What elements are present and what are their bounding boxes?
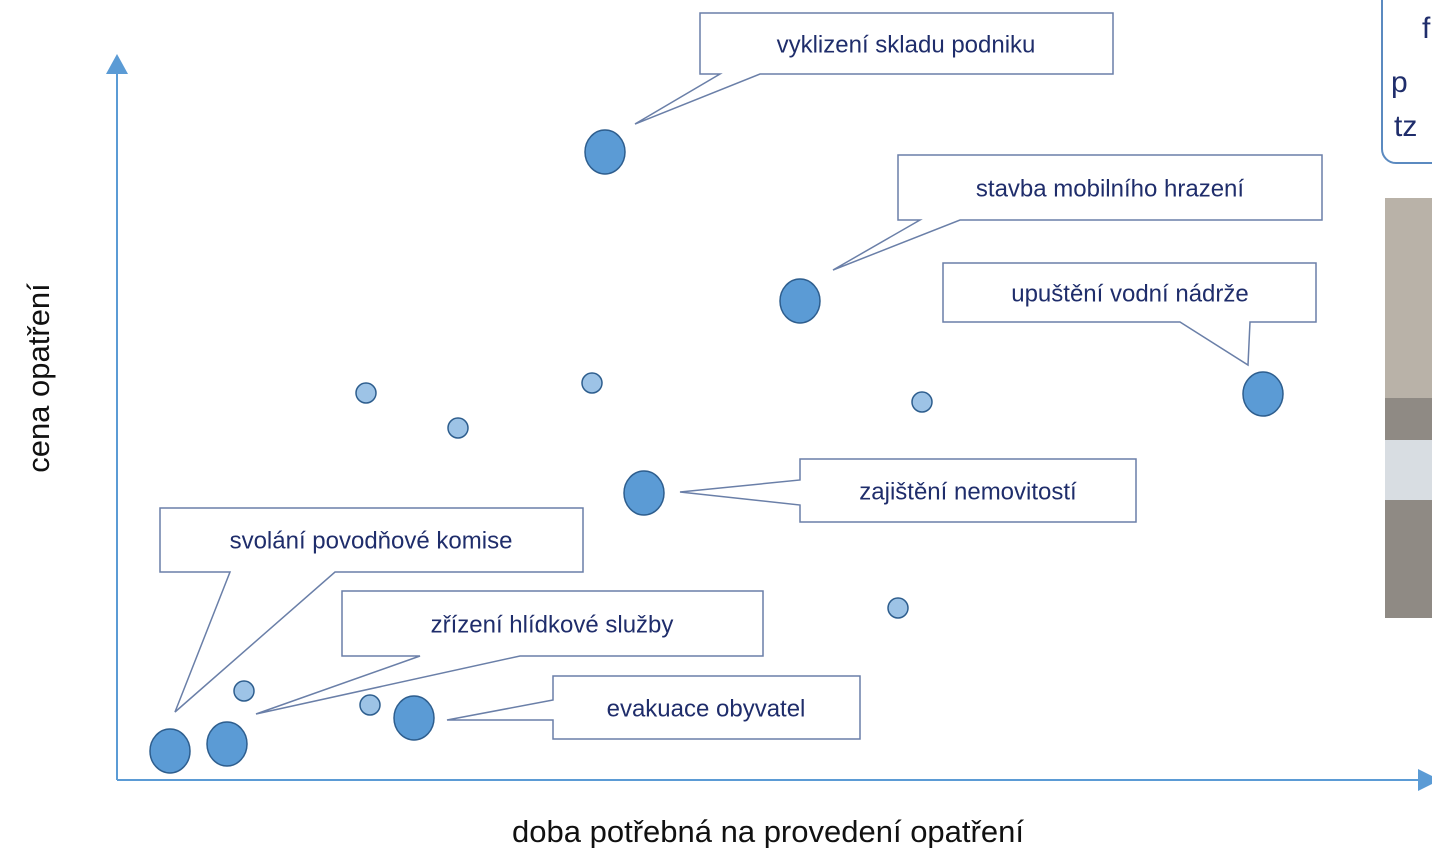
callout (943, 263, 1316, 365)
x-arrow (1418, 769, 1432, 791)
callout (635, 13, 1113, 124)
small-point (888, 598, 908, 618)
small-point (912, 392, 932, 412)
side-text: tz (1394, 110, 1417, 143)
x-axis-label: doba potřebná na provedení opatření (512, 814, 1024, 848)
callout-text: stavba mobilního hrazení (976, 175, 1244, 202)
callout-text: upuštění vodní nádrže (1011, 280, 1249, 307)
measure-point (1243, 372, 1283, 416)
callout (833, 155, 1322, 270)
callout-text: zajištění nemovitostí (859, 478, 1077, 505)
diagram: doba potřebná na provedení opatření cena… (0, 0, 1432, 848)
side-text: p (1391, 66, 1408, 99)
small-point (582, 373, 602, 393)
small-point (448, 418, 468, 438)
callout-text: zřízení hlídkové služby (431, 611, 674, 638)
callout-text: evakuace obyvatel (607, 695, 806, 722)
side-text: f (1422, 12, 1431, 45)
measure-point (624, 471, 664, 515)
small-point (234, 681, 254, 701)
callout-text: svolání povodňové komise (230, 527, 513, 554)
photo-part (1385, 440, 1432, 500)
measure-point (585, 130, 625, 174)
callout-text: vyklizení skladu podniku (777, 31, 1036, 58)
measure-point (780, 279, 820, 323)
small-point (356, 383, 376, 403)
measure-point (207, 722, 247, 766)
small-point (360, 695, 380, 715)
y-axis-label: cena opatření (21, 283, 56, 473)
measure-point (394, 696, 434, 740)
photo-part (1385, 198, 1432, 398)
y-arrow (106, 54, 128, 74)
measure-point (150, 729, 190, 773)
